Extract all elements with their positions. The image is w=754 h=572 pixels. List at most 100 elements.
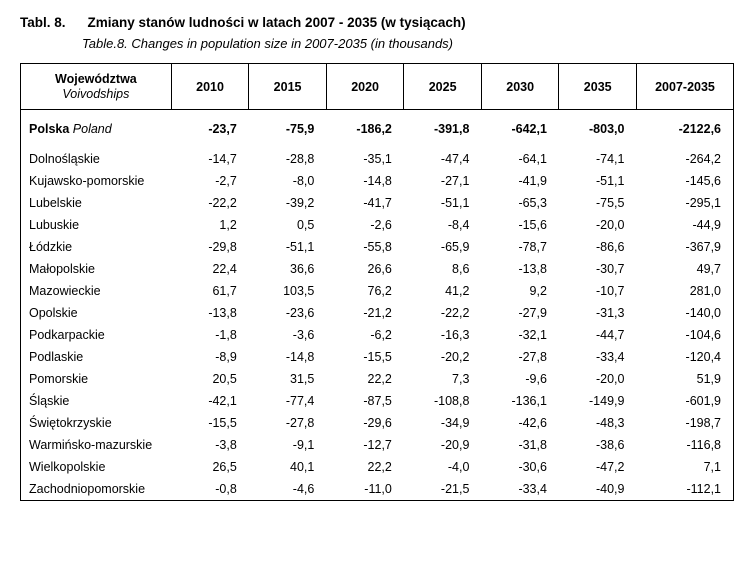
- row-value: -33,4: [559, 346, 637, 368]
- row-label: Lubelskie: [21, 192, 172, 214]
- row-label: Pomorskie: [21, 368, 172, 390]
- row-value: 41,2: [404, 280, 482, 302]
- table-row: Podlaskie-8,9-14,8-15,5-20,2-27,8-33,4-1…: [21, 346, 734, 368]
- summary-value: -2122,6: [636, 110, 733, 149]
- row-value: -10,7: [559, 280, 637, 302]
- row-value: -14,8: [326, 170, 404, 192]
- header-col: 2030: [481, 64, 559, 110]
- row-value: -8,0: [249, 170, 327, 192]
- summary-label: Polska Poland: [21, 110, 172, 149]
- row-value: -22,2: [404, 302, 482, 324]
- row-label: Warmińsko-mazurskie: [21, 434, 172, 456]
- row-value: -8,9: [171, 346, 249, 368]
- row-value: -77,4: [249, 390, 327, 412]
- row-value: -3,8: [171, 434, 249, 456]
- table-number: Tabl. 8.: [20, 15, 66, 30]
- row-value: -104,6: [636, 324, 733, 346]
- row-value: -75,5: [559, 192, 637, 214]
- row-value: -29,8: [171, 236, 249, 258]
- row-label: Kujawsko-pomorskie: [21, 170, 172, 192]
- table-title-block: Tabl. 8.Zmiany stanów ludności w latach …: [20, 15, 734, 51]
- row-value: -51,1: [249, 236, 327, 258]
- row-value: -149,9: [559, 390, 637, 412]
- row-value: -9,1: [249, 434, 327, 456]
- header-col: 2035: [559, 64, 637, 110]
- table-row: Pomorskie20,531,522,27,3-9,6-20,051,9: [21, 368, 734, 390]
- row-value: -41,9: [481, 170, 559, 192]
- row-value: 40,1: [249, 456, 327, 478]
- row-value: -20,0: [559, 214, 637, 236]
- row-value: 26,6: [326, 258, 404, 280]
- row-label: Podkarpackie: [21, 324, 172, 346]
- row-value: 1,2: [171, 214, 249, 236]
- table-row: Małopolskie22,436,626,68,6-13,8-30,749,7: [21, 258, 734, 280]
- row-value: -601,9: [636, 390, 733, 412]
- row-value: -40,9: [559, 478, 637, 501]
- row-value: 22,2: [326, 368, 404, 390]
- row-value: -38,6: [559, 434, 637, 456]
- header-label-cell: Województwa Voivodships: [21, 64, 172, 110]
- row-label: Lubuskie: [21, 214, 172, 236]
- row-value: 22,2: [326, 456, 404, 478]
- row-value: -27,8: [249, 412, 327, 434]
- row-value: -33,4: [481, 478, 559, 501]
- row-value: -55,8: [326, 236, 404, 258]
- row-value: -29,6: [326, 412, 404, 434]
- row-value: -74,1: [559, 148, 637, 170]
- table-row: Lubuskie1,20,5-2,6-8,4-15,6-20,0-44,9: [21, 214, 734, 236]
- row-label: Opolskie: [21, 302, 172, 324]
- table-row: Śląskie-42,1-77,4-87,5-108,8-136,1-149,9…: [21, 390, 734, 412]
- row-value: -120,4: [636, 346, 733, 368]
- row-value: -15,6: [481, 214, 559, 236]
- row-value: -47,2: [559, 456, 637, 478]
- row-value: -6,2: [326, 324, 404, 346]
- row-value: -41,7: [326, 192, 404, 214]
- row-value: -108,8: [404, 390, 482, 412]
- row-value: -14,8: [249, 346, 327, 368]
- row-value: -9,6: [481, 368, 559, 390]
- row-value: -44,9: [636, 214, 733, 236]
- row-value: -65,3: [481, 192, 559, 214]
- table-row: Dolnośląskie-14,7-28,8-35,1-47,4-64,1-74…: [21, 148, 734, 170]
- row-value: -3,6: [249, 324, 327, 346]
- table-row: Łódzkie-29,8-51,1-55,8-65,9-78,7-86,6-36…: [21, 236, 734, 258]
- row-value: -15,5: [171, 412, 249, 434]
- row-value: -27,1: [404, 170, 482, 192]
- row-value: 51,9: [636, 368, 733, 390]
- table-title-main: Tabl. 8.Zmiany stanów ludności w latach …: [20, 15, 734, 30]
- row-value: -2,6: [326, 214, 404, 236]
- row-value: -367,9: [636, 236, 733, 258]
- table-row: Warmińsko-mazurskie-3,8-9,1-12,7-20,9-31…: [21, 434, 734, 456]
- header-label-main: Województwa: [27, 72, 165, 86]
- table-row: Opolskie-13,8-23,6-21,2-22,2-27,9-31,3-1…: [21, 302, 734, 324]
- row-value: 8,6: [404, 258, 482, 280]
- row-value: -13,8: [481, 258, 559, 280]
- row-value: -20,2: [404, 346, 482, 368]
- header-label-sub: Voivodships: [27, 87, 165, 101]
- row-value: -20,9: [404, 434, 482, 456]
- row-value: -264,2: [636, 148, 733, 170]
- row-value: -65,9: [404, 236, 482, 258]
- row-value: -28,8: [249, 148, 327, 170]
- row-value: -87,5: [326, 390, 404, 412]
- row-label: Śląskie: [21, 390, 172, 412]
- row-value: -116,8: [636, 434, 733, 456]
- row-value: -21,5: [404, 478, 482, 501]
- row-value: -140,0: [636, 302, 733, 324]
- row-value: -86,6: [559, 236, 637, 258]
- row-value: -112,1: [636, 478, 733, 501]
- table-row: Zachodniopomorskie-0,8-4,6-11,0-21,5-33,…: [21, 478, 734, 501]
- row-value: -35,1: [326, 148, 404, 170]
- row-value: -0,8: [171, 478, 249, 501]
- population-table: Województwa Voivodships 2010201520202025…: [20, 63, 734, 501]
- summary-value: -391,8: [404, 110, 482, 149]
- summary-value: -23,7: [171, 110, 249, 149]
- row-value: -11,0: [326, 478, 404, 501]
- row-value: -23,6: [249, 302, 327, 324]
- row-value: -13,8: [171, 302, 249, 324]
- row-value: 7,1: [636, 456, 733, 478]
- header-col: 2010: [171, 64, 249, 110]
- header-col: 2025: [404, 64, 482, 110]
- row-value: 0,5: [249, 214, 327, 236]
- header-col: 2015: [249, 64, 327, 110]
